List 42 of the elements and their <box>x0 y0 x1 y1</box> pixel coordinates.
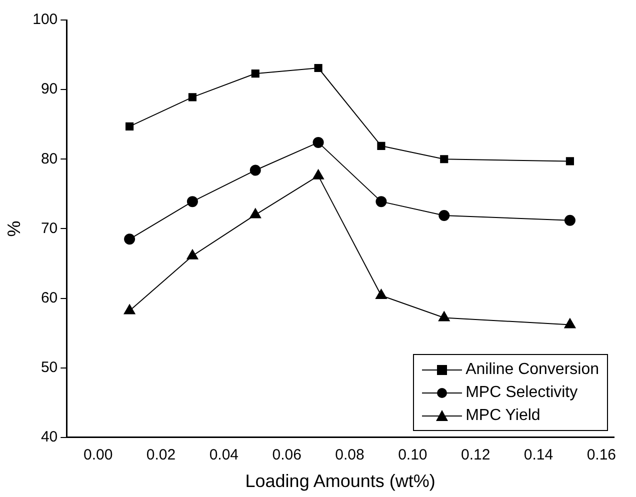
point <box>126 122 134 130</box>
point <box>250 164 261 176</box>
point <box>376 196 387 208</box>
x-tick-label: 0.12 <box>460 446 490 464</box>
point <box>251 70 260 78</box>
point <box>124 304 136 314</box>
x-tick-label: 0.06 <box>272 446 302 464</box>
x-tick-label: 0.08 <box>335 446 364 464</box>
point <box>438 210 450 221</box>
point <box>566 157 574 166</box>
legend-label: Aniline Conversion <box>466 360 599 379</box>
y-tick-label: 50 <box>40 358 58 376</box>
x-tick-label: 0.04 <box>209 446 239 464</box>
x-tick-label: 0.10 <box>398 446 428 464</box>
y-tick-label: 40 <box>40 428 58 446</box>
point <box>377 142 386 150</box>
x-tick-label: 0.16 <box>586 446 616 464</box>
y-axis-title: % <box>4 220 24 237</box>
point <box>188 93 196 102</box>
point <box>564 318 576 328</box>
point <box>564 214 576 226</box>
legend-label: MPC Yield <box>466 406 540 425</box>
point <box>124 234 136 245</box>
x-axis-title: Loading Amounts (wt%) <box>245 471 436 492</box>
point <box>312 136 324 148</box>
legend-label: MPC Selectivity <box>466 384 578 402</box>
y-tick-label: 90 <box>40 80 58 98</box>
y-tick-label: 70 <box>40 220 58 237</box>
x-tick-label: 0.02 <box>146 446 176 464</box>
point <box>312 169 324 180</box>
y-tick-label: 80 <box>40 150 58 168</box>
y-tick-label: 100 <box>32 11 58 28</box>
point <box>440 155 448 164</box>
x-tick-label: 0.00 <box>83 446 113 464</box>
point <box>376 288 387 299</box>
point <box>438 311 450 322</box>
point <box>250 208 262 218</box>
point <box>186 249 198 260</box>
x-tick-label: 0.14 <box>524 446 554 464</box>
point <box>314 64 322 72</box>
y-tick-label: 60 <box>40 289 58 306</box>
point <box>186 196 198 208</box>
